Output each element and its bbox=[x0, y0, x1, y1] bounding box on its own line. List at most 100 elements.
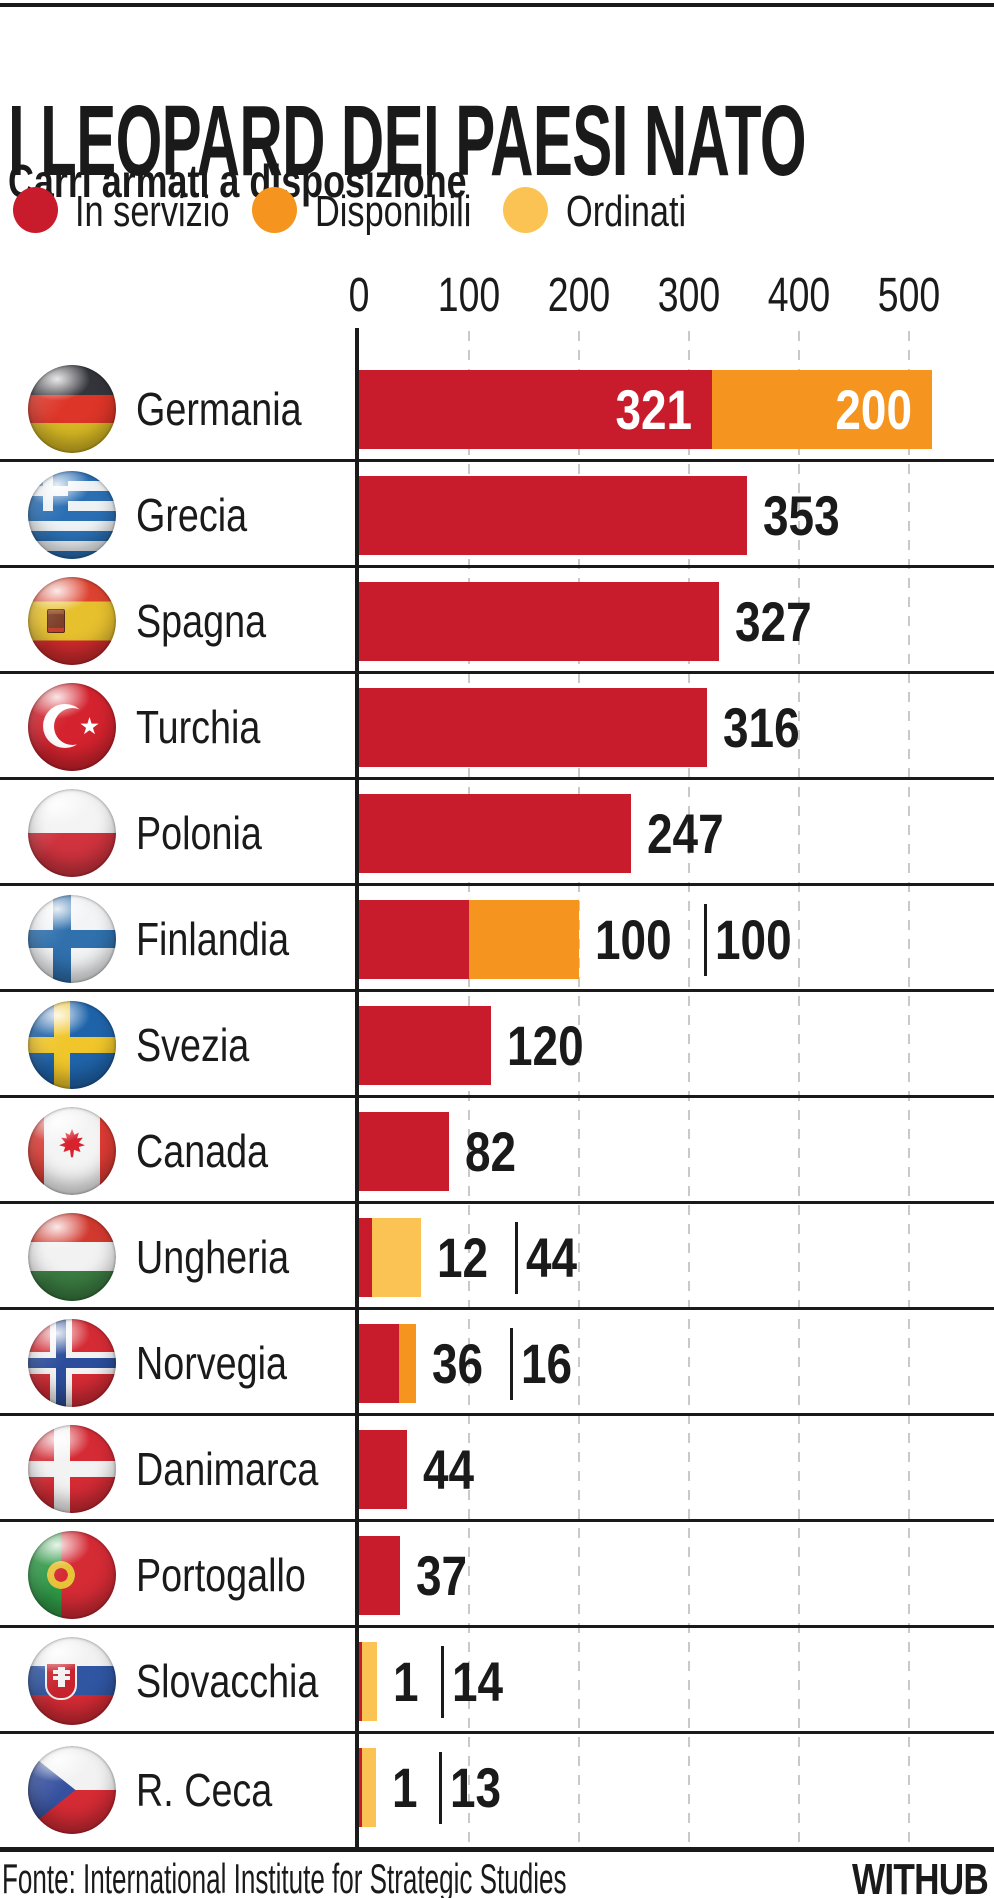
bar-segment-servizio bbox=[359, 582, 719, 661]
gridline-500 bbox=[908, 331, 910, 1847]
bar-value-labels: 82 bbox=[465, 1112, 527, 1191]
value-divider bbox=[514, 1221, 518, 1294]
row-germania: Germania 321 200 bbox=[0, 356, 994, 462]
country-label: Ungheria bbox=[136, 1231, 290, 1283]
row-separator bbox=[0, 1731, 994, 1734]
bar-value-servizio: 1 bbox=[392, 1755, 418, 1819]
bar-segment-servizio bbox=[359, 900, 469, 979]
portogallo-flag-icon bbox=[28, 1531, 116, 1619]
turchia-flag-icon bbox=[28, 683, 116, 771]
row-canada: Canada 82 bbox=[0, 1098, 994, 1204]
finlandia-flag-icon bbox=[28, 895, 116, 983]
ordinati-legend-dot-icon bbox=[503, 187, 548, 233]
row-separator bbox=[0, 1201, 994, 1204]
bar-value-servizio: 12 bbox=[436, 1225, 488, 1289]
svezia-flag-icon bbox=[28, 1001, 116, 1089]
source-note: Fonte: International Institute for Strat… bbox=[2, 1855, 567, 1898]
row-separator bbox=[0, 1307, 994, 1310]
bar-value-servizio: 37 bbox=[415, 1543, 467, 1607]
bar-value-servizio: 36 bbox=[432, 1331, 484, 1395]
gridline-200 bbox=[578, 331, 580, 1847]
bar-value-labels: 37 bbox=[416, 1536, 478, 1615]
row-separator bbox=[0, 883, 994, 886]
bar-value-labels: 44 bbox=[423, 1430, 485, 1509]
y-axis-line bbox=[355, 328, 359, 1847]
country-label: Grecia bbox=[136, 489, 248, 541]
canada-flag-icon bbox=[28, 1107, 116, 1195]
row-spagna: Spagna 327 bbox=[0, 568, 994, 674]
bar-segment-servizio bbox=[359, 1324, 399, 1403]
footer-rule bbox=[0, 1847, 994, 1852]
bar-value-labels: 327 bbox=[735, 582, 828, 661]
row-grecia: Grecia 353 bbox=[0, 462, 994, 568]
value-divider bbox=[510, 1327, 514, 1400]
bar-value-servizio: 82 bbox=[465, 1119, 517, 1183]
row-separator bbox=[0, 565, 994, 568]
bar-segment-disponibili bbox=[712, 370, 933, 449]
bar-value-ordinati: 14 bbox=[451, 1649, 503, 1713]
bar-value-servizio: 247 bbox=[646, 801, 724, 865]
page-title: I LEOPARD DEI PAESI NATO bbox=[8, 85, 807, 197]
x-tick-400: 400 bbox=[767, 269, 831, 322]
bar-value-labels: 1 13 bbox=[392, 1748, 512, 1827]
bar-segment-servizio bbox=[359, 1112, 450, 1191]
country-label: Danimarca bbox=[136, 1443, 319, 1495]
page-subtitle: Carri armati a disposizione bbox=[8, 155, 467, 208]
bar-segment-ordinati bbox=[372, 1218, 421, 1297]
row-separator bbox=[0, 1413, 994, 1416]
x-tick-100: 100 bbox=[437, 269, 501, 322]
row-separator bbox=[0, 777, 994, 780]
bar-value-servizio: 353 bbox=[763, 483, 840, 547]
country-label: Spagna bbox=[136, 595, 267, 647]
bar-segment-servizio bbox=[359, 1218, 373, 1297]
value-divider bbox=[440, 1645, 444, 1718]
row-separator bbox=[0, 989, 994, 992]
row-svezia: Svezia 120 bbox=[0, 992, 994, 1098]
country-label: Turchia bbox=[136, 701, 261, 753]
x-tick-500: 500 bbox=[877, 269, 941, 322]
row-separator bbox=[0, 459, 994, 462]
bar-segment-ordinati bbox=[362, 1642, 378, 1721]
bar-value-disponibili: 16 bbox=[521, 1331, 573, 1395]
country-label: Germania bbox=[136, 383, 302, 435]
gridline-300 bbox=[688, 331, 690, 1847]
country-label: Svezia bbox=[136, 1019, 250, 1071]
row-separator bbox=[0, 671, 994, 674]
legend-label: Disponibili bbox=[315, 187, 472, 236]
row-portogallo: Portogallo 37 bbox=[0, 1522, 994, 1628]
spagna-flag-icon bbox=[28, 577, 116, 665]
servizio-legend-dot-icon bbox=[13, 187, 58, 233]
row-rceca: R. Ceca 1 13 bbox=[0, 1734, 994, 1846]
rceca-flag-icon bbox=[28, 1746, 116, 1834]
row-finlandia: Finlandia 100 100 bbox=[0, 886, 994, 992]
x-tick-0: 0 bbox=[348, 269, 370, 322]
row-danimarca: Danimarca 44 bbox=[0, 1416, 994, 1522]
bar-value-servizio: 321 bbox=[615, 378, 693, 441]
ungheria-flag-icon bbox=[28, 1213, 116, 1301]
country-label: Finlandia bbox=[136, 913, 290, 965]
withub-logo: WITHUB bbox=[852, 1855, 989, 1898]
bar-value-servizio: 316 bbox=[722, 695, 800, 759]
row-turchia: Turchia 316 bbox=[0, 674, 994, 780]
row-polonia: Polonia 247 bbox=[0, 780, 994, 886]
row-ungheria: Ungheria 12 44 bbox=[0, 1204, 994, 1310]
row-slovacchia: Slovacchia 1 14 bbox=[0, 1628, 994, 1734]
bar-value-labels: 36 16 bbox=[432, 1324, 584, 1403]
bar-value-servizio: 327 bbox=[734, 589, 812, 653]
germania-flag-icon bbox=[28, 365, 116, 453]
country-label: Polonia bbox=[136, 807, 262, 859]
x-tick-200: 200 bbox=[547, 269, 611, 322]
grecia-flag-icon bbox=[28, 471, 116, 559]
country-label: Norvegia bbox=[136, 1337, 287, 1389]
bar-segment-servizio bbox=[359, 1430, 408, 1509]
bar-value-disponibili: 200 bbox=[835, 378, 913, 441]
bar-value-servizio: 120 bbox=[507, 1013, 584, 1077]
gridline-100 bbox=[468, 331, 470, 1847]
bar-value-labels: 247 bbox=[647, 794, 740, 873]
x-tick-300: 300 bbox=[657, 269, 721, 322]
legend-label: In servizio bbox=[75, 187, 230, 236]
bar-segment-servizio bbox=[359, 1006, 491, 1085]
bar-segment-servizio bbox=[359, 1642, 362, 1721]
bar-value-labels: 1 14 bbox=[393, 1642, 513, 1721]
